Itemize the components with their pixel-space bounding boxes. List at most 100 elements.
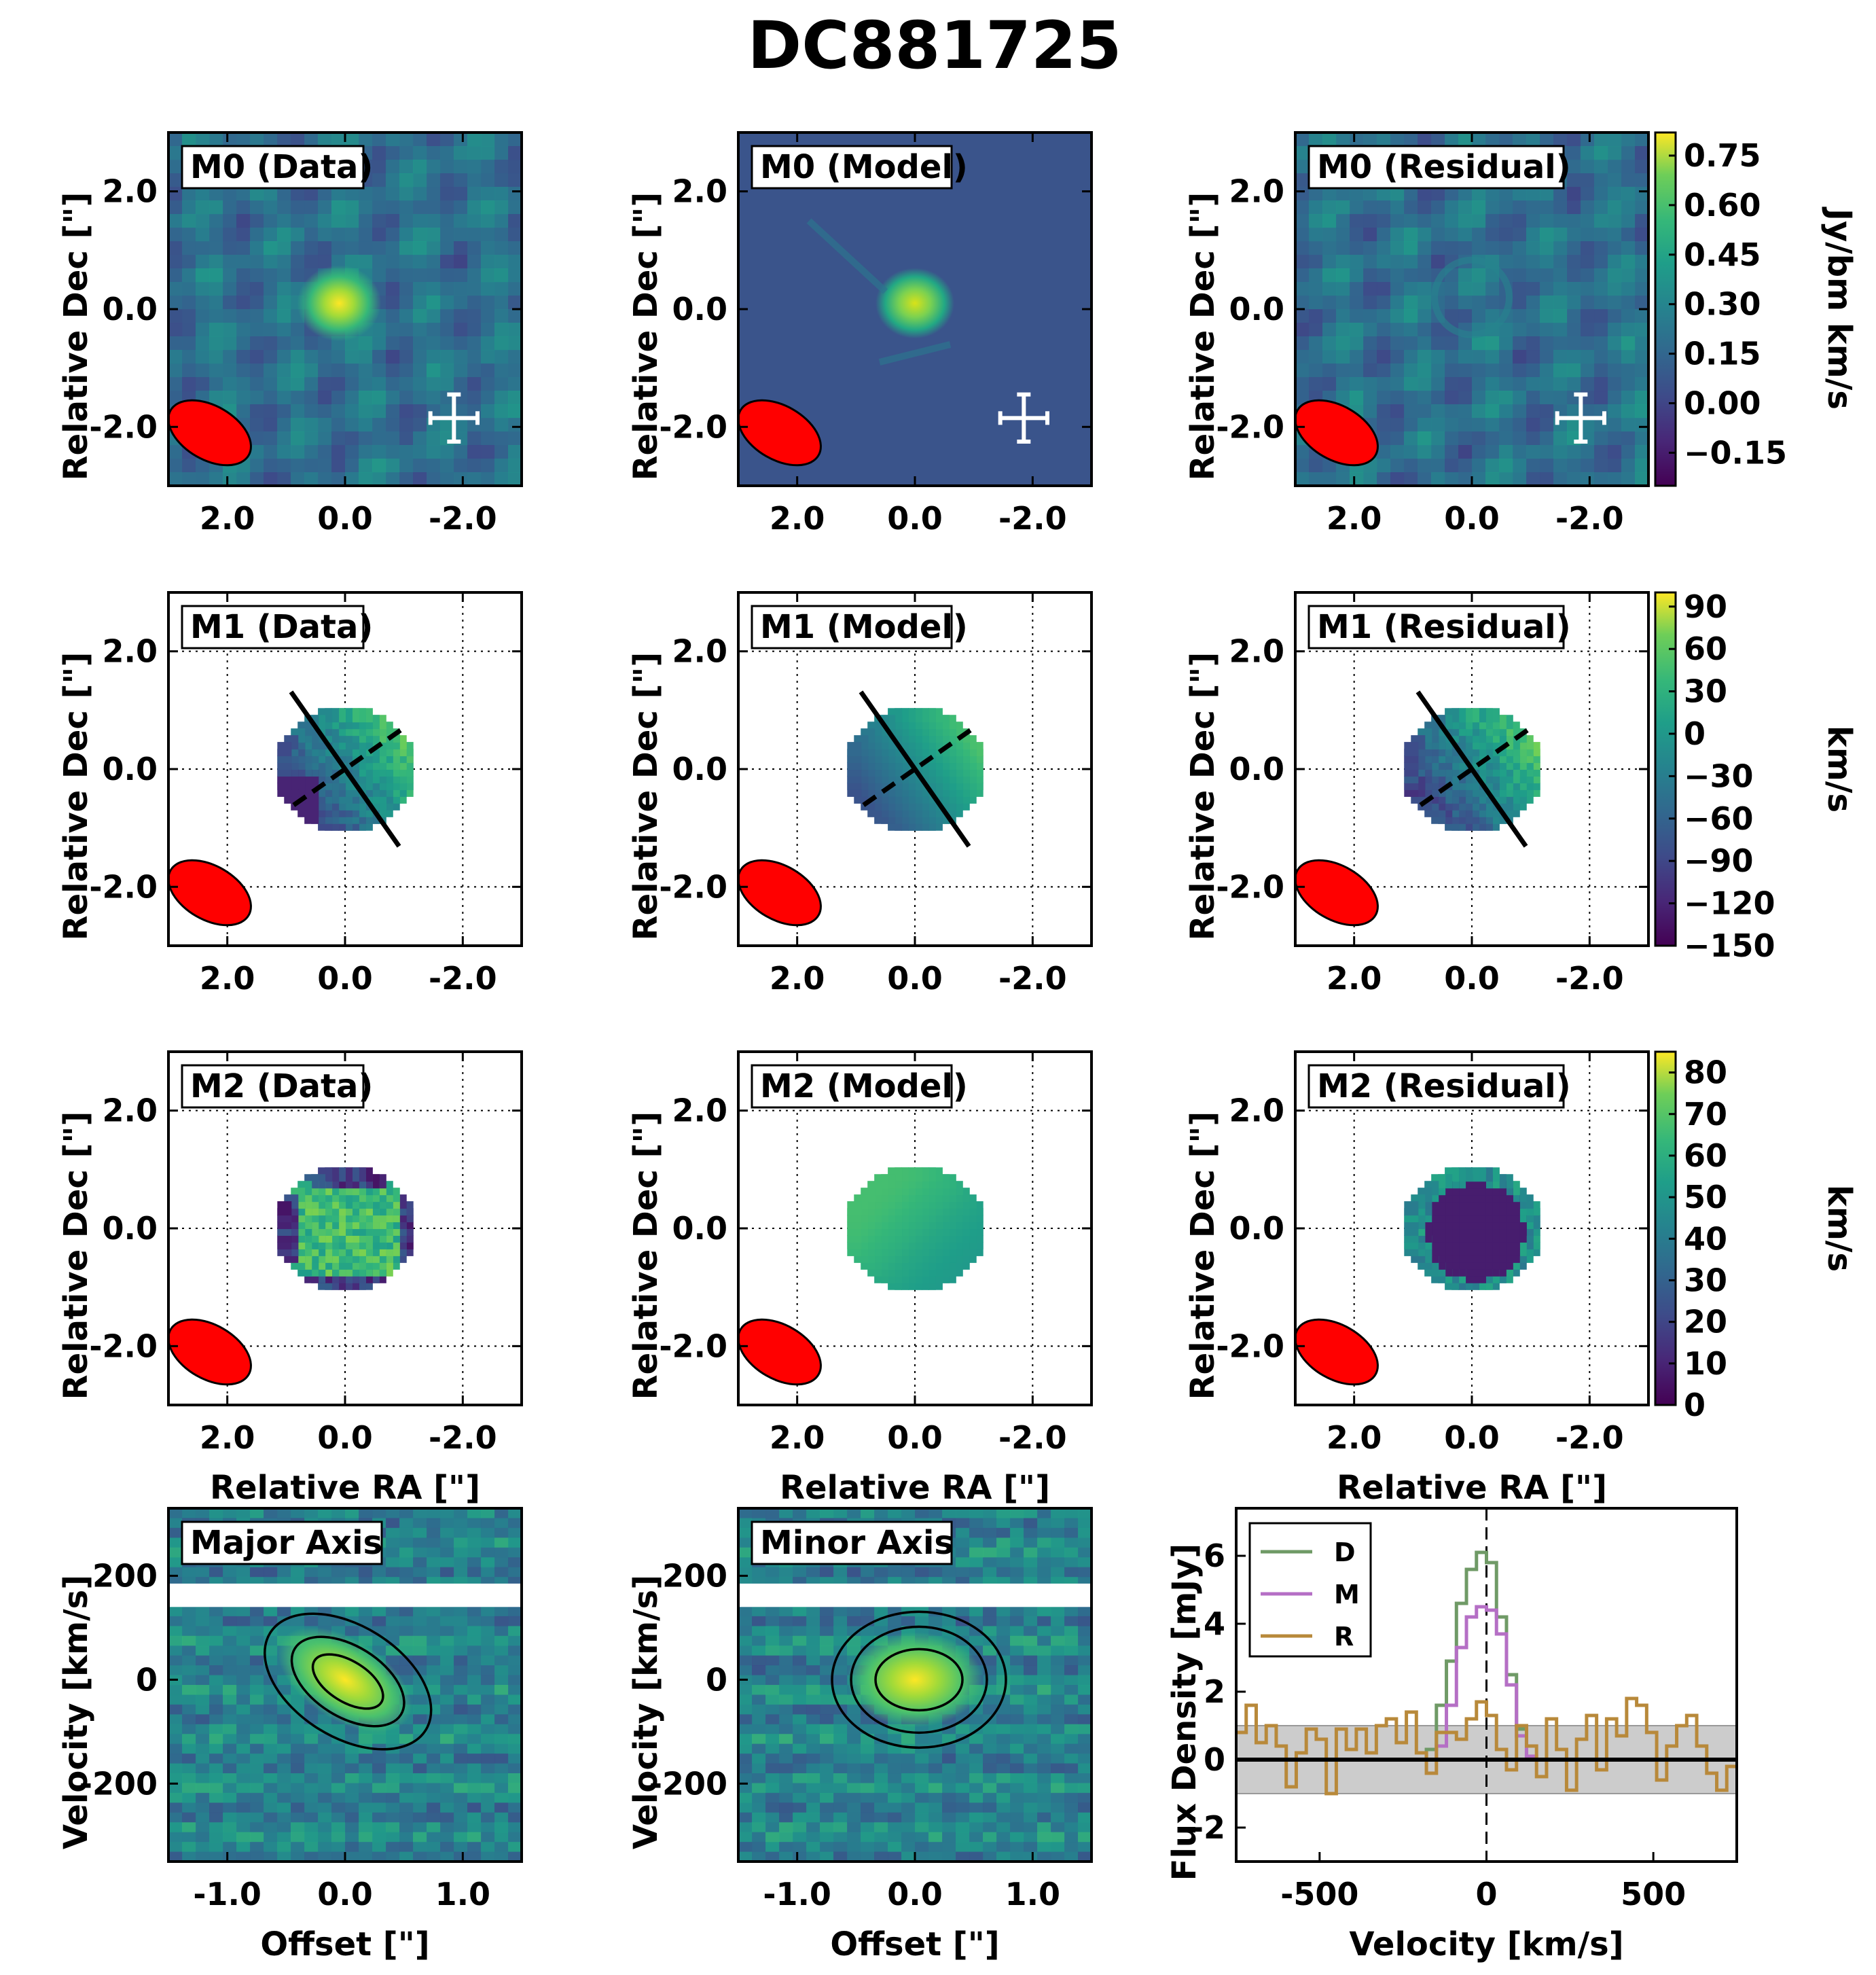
map-pixel bbox=[399, 309, 414, 323]
map-pixel bbox=[1458, 187, 1473, 201]
map-pixel bbox=[223, 214, 237, 228]
map-pixel bbox=[1608, 309, 1622, 323]
source-emission bbox=[297, 265, 382, 342]
map-pixel bbox=[331, 445, 346, 459]
pv-pixel bbox=[1010, 1547, 1024, 1558]
map-pixel bbox=[345, 445, 359, 459]
map-pixel bbox=[1553, 255, 1568, 269]
pv-pixel bbox=[765, 1675, 780, 1686]
pv-pixel bbox=[264, 1822, 278, 1833]
map-pixel bbox=[427, 228, 441, 242]
map-pixel bbox=[413, 214, 427, 228]
pv-pixel bbox=[996, 1626, 1011, 1637]
y-axis-label: Relative Dec ["] bbox=[1184, 652, 1222, 941]
pv-pixel bbox=[508, 1822, 522, 1833]
pv-pixel bbox=[765, 1773, 780, 1784]
pv-pixel bbox=[331, 1812, 346, 1823]
pv-pixel bbox=[467, 1685, 482, 1696]
map-pixel bbox=[508, 228, 522, 242]
pv-pixel bbox=[427, 1754, 441, 1764]
map-pixel bbox=[277, 445, 291, 459]
map-pixel bbox=[427, 459, 441, 473]
map-pixel bbox=[182, 309, 196, 323]
pv-pixel bbox=[752, 1626, 766, 1637]
pv-pixel bbox=[454, 1635, 468, 1646]
pv-pixel bbox=[467, 1773, 482, 1784]
map-pixel bbox=[196, 323, 210, 337]
map-pixel bbox=[1594, 377, 1608, 391]
map-pixel bbox=[1635, 350, 1648, 364]
map-pixel bbox=[318, 214, 332, 228]
pv-pixel bbox=[440, 1685, 454, 1696]
map-pixel bbox=[481, 146, 495, 160]
pv-pixel bbox=[223, 1754, 237, 1764]
map-pixel bbox=[277, 1201, 292, 1216]
pv-pixel bbox=[372, 1783, 386, 1794]
map-pixel bbox=[1350, 200, 1364, 215]
map-pixel bbox=[1404, 350, 1418, 364]
map-pixel bbox=[1322, 363, 1337, 378]
map-pixel bbox=[386, 404, 400, 419]
pv-pixel bbox=[820, 1783, 834, 1794]
x-tick-label: 2.0 bbox=[770, 960, 825, 997]
map-pixel bbox=[1431, 336, 1445, 351]
map-pixel bbox=[427, 200, 441, 215]
map-pixel bbox=[1594, 214, 1608, 228]
y-tick-label: -2.0 bbox=[1216, 1328, 1284, 1364]
map-pixel bbox=[1499, 214, 1513, 228]
pv-pixel bbox=[399, 1724, 414, 1734]
pv-pixel bbox=[440, 1792, 454, 1803]
map-pixel bbox=[467, 160, 482, 174]
panel-m0-data-: 2.0 0.0 -2.02.00.0-2.0M0 (Data)Relative De… bbox=[57, 131, 523, 537]
map-pixel bbox=[1445, 472, 1459, 486]
map-pixel bbox=[467, 296, 482, 310]
pv-pixel bbox=[196, 1851, 210, 1862]
pv-pixel bbox=[752, 1743, 766, 1754]
pv-pixel bbox=[983, 1822, 997, 1833]
map-pixel bbox=[1553, 228, 1568, 242]
map-pixel bbox=[196, 363, 210, 378]
y-tick-label: 2.0 bbox=[1229, 633, 1285, 670]
pv-pixel bbox=[467, 1714, 482, 1725]
figure-title: DC881725 bbox=[748, 7, 1122, 84]
map-pixel bbox=[1635, 187, 1648, 201]
pv-pixel bbox=[196, 1832, 210, 1843]
pv-pixel bbox=[901, 1763, 916, 1774]
map-pixel bbox=[399, 241, 414, 255]
map-pixel bbox=[467, 268, 482, 283]
pv-pixel bbox=[752, 1851, 766, 1862]
pv-pixel bbox=[752, 1754, 766, 1764]
pv-pixel bbox=[779, 1743, 793, 1754]
map-pixel bbox=[1458, 472, 1473, 486]
map-pixel bbox=[1336, 282, 1350, 296]
pv-pixel bbox=[996, 1685, 1011, 1696]
map-pixel bbox=[1322, 350, 1337, 364]
pv-pixel bbox=[386, 1812, 400, 1823]
map-pixel bbox=[386, 173, 400, 188]
map-pixel bbox=[1485, 200, 1500, 215]
pv-pixel bbox=[969, 1518, 984, 1529]
x-tick-label: 0.0 bbox=[887, 960, 943, 997]
colorbar-tick-label: 0.45 bbox=[1684, 236, 1761, 273]
map-pixel bbox=[454, 160, 468, 174]
map-pixel bbox=[399, 431, 414, 446]
pv-pixel bbox=[481, 1537, 495, 1548]
pv-pixel bbox=[196, 1734, 210, 1745]
y-tick-label: 0.0 bbox=[103, 1210, 158, 1247]
map-pixel bbox=[1581, 472, 1595, 486]
pv-pixel bbox=[168, 1812, 183, 1823]
map-pixel bbox=[1553, 336, 1568, 351]
pv-pixel bbox=[779, 1606, 793, 1617]
map-pixel bbox=[413, 309, 427, 323]
map-pixel bbox=[168, 445, 183, 459]
pv-pixel bbox=[765, 1714, 780, 1725]
pv-pixel bbox=[738, 1842, 753, 1853]
map-pixel bbox=[1418, 187, 1432, 201]
map-pixel bbox=[440, 350, 454, 364]
pv-pixel bbox=[304, 1724, 319, 1734]
map-pixel bbox=[209, 132, 223, 147]
map-pixel bbox=[345, 391, 359, 405]
map-pixel bbox=[359, 187, 373, 201]
map-pixel bbox=[264, 404, 278, 419]
map-pixel bbox=[236, 200, 251, 215]
